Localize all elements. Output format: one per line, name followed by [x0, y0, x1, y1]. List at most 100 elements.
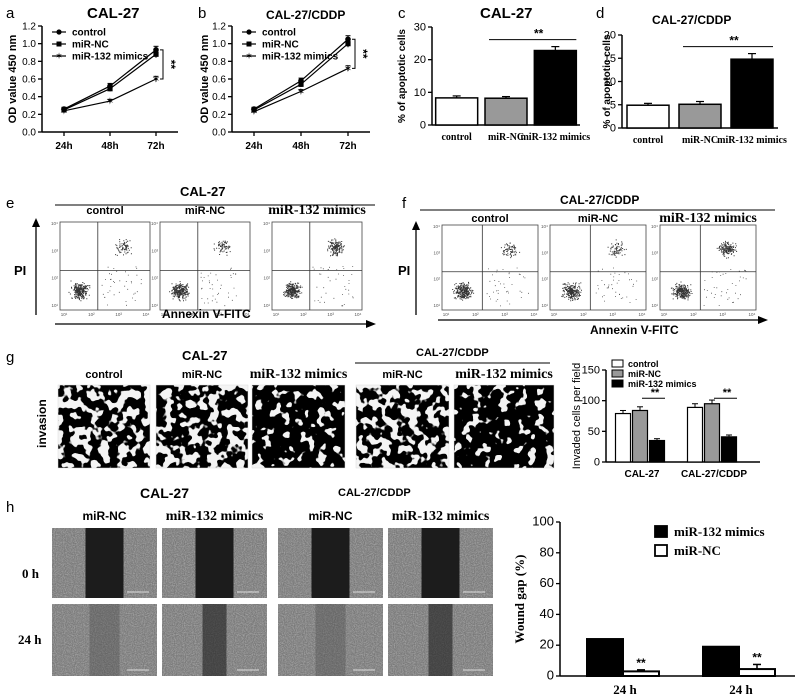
panel-e-title: CAL-27	[180, 184, 226, 199]
chart-b-legend-label: control	[262, 28, 296, 39]
wound-col-label: miR-132 mimics	[166, 509, 264, 524]
flow-f-plots: control10¹10¹10²10²10³10³10⁴10⁴miR-NC10¹…	[433, 211, 757, 317]
flow-f-x-tick: 10²	[580, 312, 587, 317]
chart-g-legend-swatch	[611, 369, 624, 378]
chart-g-bar	[686, 406, 704, 463]
flow-e-dots	[283, 238, 354, 307]
chart-b-legend-label: miR-132 mimics	[262, 52, 339, 63]
invasion-image-frame	[355, 384, 450, 469]
chart-d-sig-label: **	[729, 34, 739, 48]
chart-c-y-tick-label: 0	[420, 120, 426, 132]
flow-e-col-label: miR-132 mimics	[268, 203, 366, 218]
chart-h-legend-label: miR-NC	[674, 543, 721, 558]
chart-a-y-tick-label: 1.0	[22, 39, 36, 50]
flow-e-y-tick: 10⁴	[263, 221, 270, 226]
chart-d-bar: 0 5 10 15 20% of apoptotic cells control miR-N…	[602, 30, 787, 147]
chart-b-y-tick-label: 0.4	[212, 92, 226, 103]
wound-gap	[428, 604, 453, 676]
wound-col-label: miR-132 mimics	[392, 509, 490, 524]
chart-d-bar	[678, 103, 722, 129]
wound-gap	[195, 528, 234, 598]
flow-e-plots: control10¹10¹10²10²10³10³10⁴10⁴miR-NC10¹…	[51, 203, 366, 317]
flow-f-plot-frame	[441, 224, 539, 311]
chart-g-y-tick-label: 0	[594, 457, 600, 469]
chart-h-bar: 0 20 40 60 80 100 Wound gap (%) 24 h ** 24 h ** miR…	[512, 514, 795, 697]
flow-e-x-tick: 10³	[115, 312, 122, 317]
panel-e-xaxis: Annexin V-FITC	[162, 307, 251, 321]
wound-gap	[421, 528, 460, 598]
flow-e-col-label: control	[86, 205, 123, 217]
chart-h-x-tick-label: 24 h	[729, 682, 753, 697]
wound-gap	[85, 528, 124, 598]
chart-a-point	[153, 47, 159, 53]
chart-g-bar	[631, 409, 649, 463]
flow-e-y-tick: 10²	[263, 276, 270, 281]
chart-g-x-tick-label: CAL-27	[624, 469, 659, 480]
chart-h-bar	[622, 670, 660, 678]
panel-g-title-cal27: CAL-27	[182, 348, 228, 363]
chart-h-y-tick-label: 60	[540, 575, 554, 590]
invasion-col-label: miR-132 mimics	[455, 367, 553, 382]
panel-letter-f: f	[402, 195, 407, 212]
chart-g-sig-label: **	[651, 387, 660, 399]
chart-a-point: ✶	[152, 75, 160, 86]
panel-e-y-arrowhead	[32, 218, 40, 227]
chart-h-y-tick-label: 80	[540, 544, 554, 559]
panel-f-x-arrowhead	[758, 316, 768, 324]
panel-f-title: CAL-27/CDDP	[560, 193, 639, 207]
invasion-image-cells	[252, 385, 345, 468]
chart-d-y-tick-label: 15	[604, 53, 616, 65]
panel-f-yaxis: PI	[398, 263, 410, 278]
chart-a-y-tick-label: 0.8	[22, 57, 36, 68]
chart-g-x-tick-label: CAL-27/CDDP	[681, 469, 747, 480]
panel-h-title-cal27: CAL-27	[140, 485, 189, 501]
chart-d-y-tick-label: 10	[604, 76, 616, 88]
wound-gap	[202, 604, 227, 676]
chart-b-x-tick-label: 24h	[245, 141, 262, 152]
flow-e-y-tick: 10⁴	[51, 221, 58, 226]
chart-a-x-tick-label: 48h	[101, 141, 118, 152]
flow-e-x-tick: 10²	[188, 312, 195, 317]
chart-b-legend-label: miR-NC	[262, 40, 299, 51]
chart-g-y-tick-label: 50	[588, 426, 600, 438]
chart-a-line: 0.0 0.2 0.4 0.6 0.8 1.0 1.2OD value 450 nm 24h 4…	[7, 22, 178, 152]
panel-letter-b: b	[198, 5, 206, 22]
invasion-image-cells	[454, 385, 554, 468]
chart-d-bar	[730, 58, 774, 129]
chart-a-x-tick-label: 24h	[55, 141, 72, 152]
flow-e-x-tick: 10⁴	[243, 312, 250, 317]
chart-a-point	[107, 86, 113, 92]
chart-a-sig-label: **	[164, 60, 178, 70]
chart-a-sig-bracket	[160, 49, 164, 80]
chart-h-bar	[702, 645, 740, 677]
chart-h-legend-label: miR-132 mimics	[674, 524, 765, 539]
chart-c-x-tick-label: control	[441, 132, 472, 143]
flow-e-y-tick: 10³	[263, 248, 270, 253]
chart-a-legend-marker: ✶	[55, 51, 63, 61]
chart-g-legend-label: control	[628, 359, 659, 369]
flow-e-x-tick: 10⁴	[355, 312, 362, 317]
chart-g-bar	[648, 439, 666, 463]
chart-h-y-tick-label: 20	[540, 637, 554, 652]
panel-letter-a: a	[6, 5, 15, 22]
chart-a-point: ✶	[60, 106, 68, 117]
chart-a-y-tick-label: 1.2	[22, 22, 36, 33]
flow-f-x-tick: 10¹	[443, 312, 450, 317]
chart-b-legend-marker	[246, 41, 252, 47]
panel-c-title: CAL-27	[480, 5, 533, 22]
invasion-col-label: miR-132 mimics	[250, 367, 348, 382]
invasion-image-frame	[155, 384, 249, 469]
panel-e-x-arrowhead	[366, 320, 376, 328]
flow-e-x-tick: 10¹	[61, 312, 68, 317]
chart-g-y-tick-label: 150	[582, 365, 600, 377]
panel-h-row-24h: 24 h	[18, 632, 42, 647]
chart-c-bar: 0 10 20 30 % of apoptotic cells control miR-NC…	[397, 22, 590, 144]
flow-f-x-tick: 10¹	[551, 312, 558, 317]
chart-g-legend-swatch	[611, 359, 624, 368]
invasion-col-label: control	[85, 369, 122, 381]
flow-f-y-tick: 10¹	[541, 303, 548, 308]
chart-b-point	[345, 36, 351, 43]
chart-g-legend-swatch	[611, 379, 624, 388]
chart-g-legend-label: miR-NC	[628, 369, 661, 379]
